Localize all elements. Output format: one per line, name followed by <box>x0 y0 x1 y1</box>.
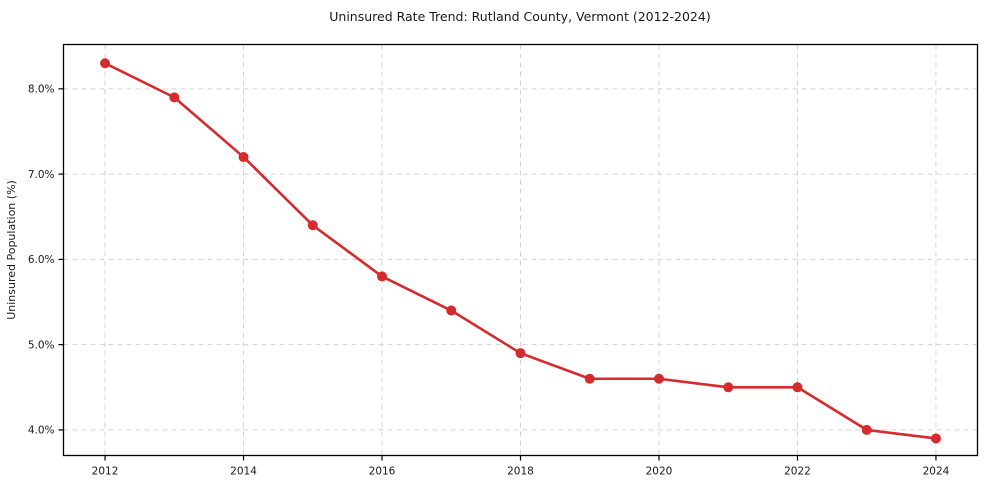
data-point <box>584 373 595 384</box>
y-tick-label: 5.0% <box>28 339 55 351</box>
data-point <box>100 58 111 69</box>
data-point <box>723 382 734 393</box>
data-point <box>307 220 318 231</box>
data-point <box>377 271 388 282</box>
x-tick-label: 2018 <box>507 466 534 478</box>
data-point <box>169 92 180 103</box>
data-point <box>792 382 803 393</box>
grid-layer <box>63 44 978 456</box>
series-layer <box>100 58 941 444</box>
x-tick-label: 2012 <box>92 466 119 478</box>
y-tick-label: 8.0% <box>28 84 55 96</box>
plot-frame <box>62 43 979 457</box>
data-point <box>238 152 249 163</box>
data-point <box>930 433 941 444</box>
x-tick-label: 2022 <box>784 466 811 478</box>
y-tick-label: 4.0% <box>28 425 55 437</box>
data-point <box>653 373 664 384</box>
data-point <box>515 348 526 359</box>
y-axis-label: Uninsured Population (%) <box>5 180 18 320</box>
x-tick-label: 2024 <box>923 466 950 478</box>
y-tick-label: 6.0% <box>28 254 55 266</box>
y-tick-label: 7.0% <box>28 169 55 181</box>
x-tick-label: 2014 <box>230 466 257 478</box>
x-tick-label: 2016 <box>369 466 396 478</box>
x-tick-label: 2020 <box>646 466 673 478</box>
axis-layer: 2012 2014 2016 2018 2020 2022 2024 4.0% 5.0% 6.0%… <box>28 84 950 478</box>
chart-title: Uninsured Rate Trend: Rutland County, Ve… <box>329 9 710 24</box>
data-point <box>861 424 872 435</box>
data-point <box>446 305 457 316</box>
